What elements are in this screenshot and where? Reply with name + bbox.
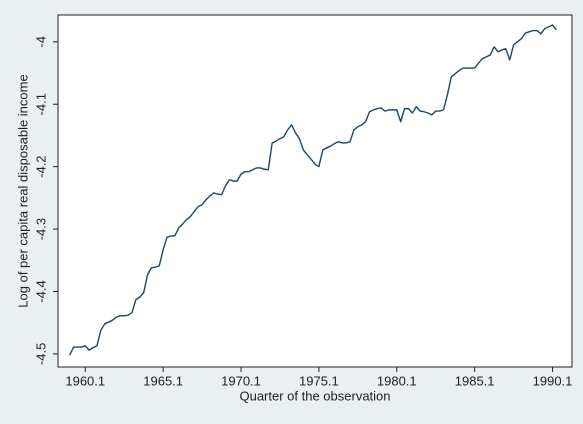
x-tick-label: 1980.1: [377, 373, 417, 388]
x-tick-label: 1970.1: [221, 373, 261, 388]
x-tick-label: 1975.1: [299, 373, 339, 388]
y-tick-label: -4: [33, 36, 48, 48]
data-line: [69, 24, 557, 356]
x-tick-label: 1965.1: [143, 373, 183, 388]
y-tick-label: -4.4: [33, 280, 48, 302]
x-tick-label: 1985.1: [455, 373, 495, 388]
y-tick-label: -4.3: [33, 218, 48, 240]
y-tick-label: -4.5: [33, 343, 48, 365]
y-tick-label: -4.1: [33, 93, 48, 115]
x-tick-label: 1960.1: [65, 373, 105, 388]
y-axis-title: Log of per capita real disposable income: [15, 74, 30, 307]
y-tick-label: -4.2: [33, 155, 48, 177]
x-axis-title: Quarter of the observation: [239, 388, 390, 403]
plot-area: [57, 14, 573, 368]
x-tick-label: 1990.1: [533, 373, 573, 388]
